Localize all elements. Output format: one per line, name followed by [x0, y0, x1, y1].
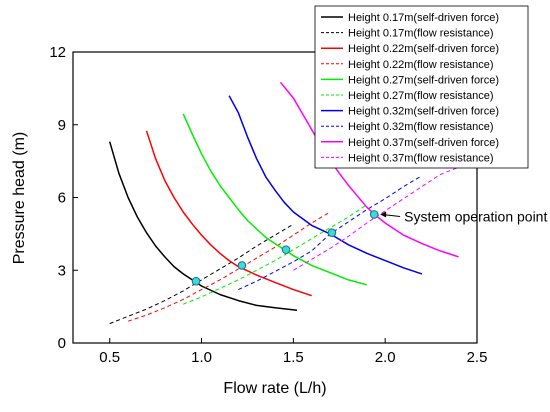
legend-entry-label: Height 0.37m(flow resistance)	[348, 152, 494, 164]
series-line-9	[279, 81, 459, 258]
x-tick-label: 0.5	[99, 349, 120, 366]
series-line-7	[228, 95, 423, 275]
legend-entry-label: Height 0.37m(self-driven force)	[348, 137, 499, 149]
legend-box	[314, 5, 529, 169]
operation-point-marker	[237, 261, 247, 270]
x-axis-title: Flow rate (L/h)	[223, 380, 326, 397]
x-tick-label: 2.5	[467, 349, 488, 366]
operation-point-marker	[327, 228, 337, 237]
y-tick-label: 3	[58, 262, 66, 279]
y-tick-label: 12	[49, 44, 66, 61]
operation-point-marker	[369, 210, 379, 219]
annotation-arrowhead	[380, 211, 387, 218]
y-axis-title: Pressure head (m)	[11, 132, 28, 265]
legend-entry-label: Height 0.22m(flow resistance)	[348, 59, 494, 71]
operation-point-marker	[281, 245, 291, 254]
legend-entry-label: Height 0.27m(flow resistance)	[348, 90, 494, 102]
legend-entry-label: Height 0.32m(flow resistance)	[348, 121, 494, 133]
y-tick-label: 6	[58, 190, 66, 207]
legend-entry-label: Height 0.22m(self-driven force)	[348, 43, 499, 55]
series-line-6	[183, 204, 368, 305]
legend-entry-label: Height 0.27m(self-driven force)	[348, 74, 499, 86]
x-tick-label: 1.0	[191, 349, 212, 366]
operation-point-marker	[191, 276, 201, 286]
legend-entry-label: Height 0.32m(self-driven force)	[348, 106, 499, 118]
series-line-1	[108, 141, 298, 312]
series-line-3	[145, 130, 312, 297]
series-line-5	[182, 113, 367, 286]
legend: Height 0.17m(self-driven force) Height 0.…	[314, 5, 529, 169]
series-line-4	[127, 211, 331, 322]
axis-ticks: 0.5 1.0 1.5 2.0 2.5 0 3 6 9 12	[49, 44, 487, 366]
annotation-layer: System operation point	[380, 208, 547, 224]
y-tick-label: 0	[58, 335, 66, 352]
x-tick-label: 1.5	[283, 349, 304, 366]
series-line-2	[109, 223, 294, 325]
legend-entry-label: Height 0.17m(flow resistance)	[348, 28, 494, 40]
x-tick-label: 2.0	[375, 349, 396, 366]
annotation-label: System operation point	[404, 208, 547, 224]
operation-points-layer	[191, 210, 379, 286]
y-tick-label: 9	[58, 117, 66, 134]
legend-entry-label: Height 0.17m(self-driven force)	[348, 12, 499, 24]
